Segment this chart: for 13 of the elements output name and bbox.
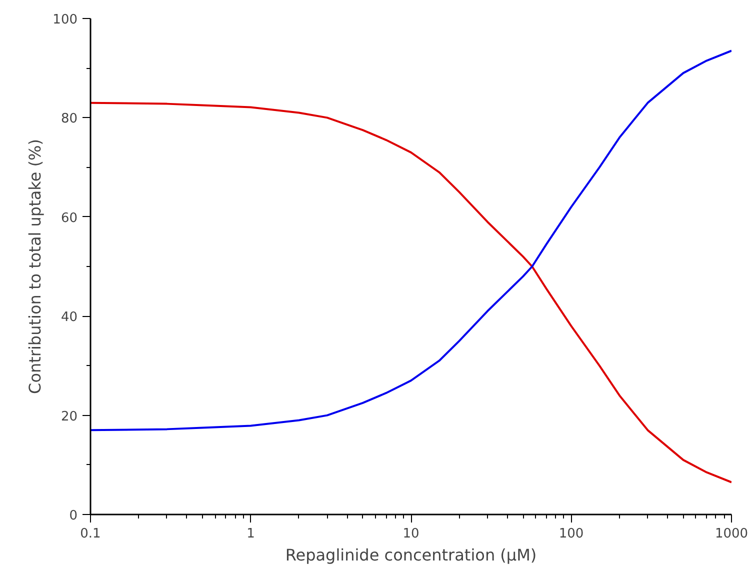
y-tick-label: 100 — [52, 12, 78, 28]
x-tick-label: 0.1 — [80, 526, 101, 542]
x-tick-label: 10 — [402, 526, 420, 542]
y-tick-label: 80 — [60, 112, 78, 127]
x-axis-title: Repaglinide concentration (µM) — [285, 546, 537, 564]
x-tick-label: 1 — [246, 526, 255, 542]
y-tick-label: 60 — [60, 210, 78, 226]
x-tick-label: 1000 — [714, 526, 748, 542]
y-axis-title: Contribution to total uptake (%) — [26, 139, 45, 394]
x-tick-label: 100 — [558, 526, 584, 542]
y-tick-label: 40 — [60, 310, 78, 326]
y-tick-label: 0 — [69, 508, 78, 524]
y-tick-label: 20 — [60, 409, 78, 424]
